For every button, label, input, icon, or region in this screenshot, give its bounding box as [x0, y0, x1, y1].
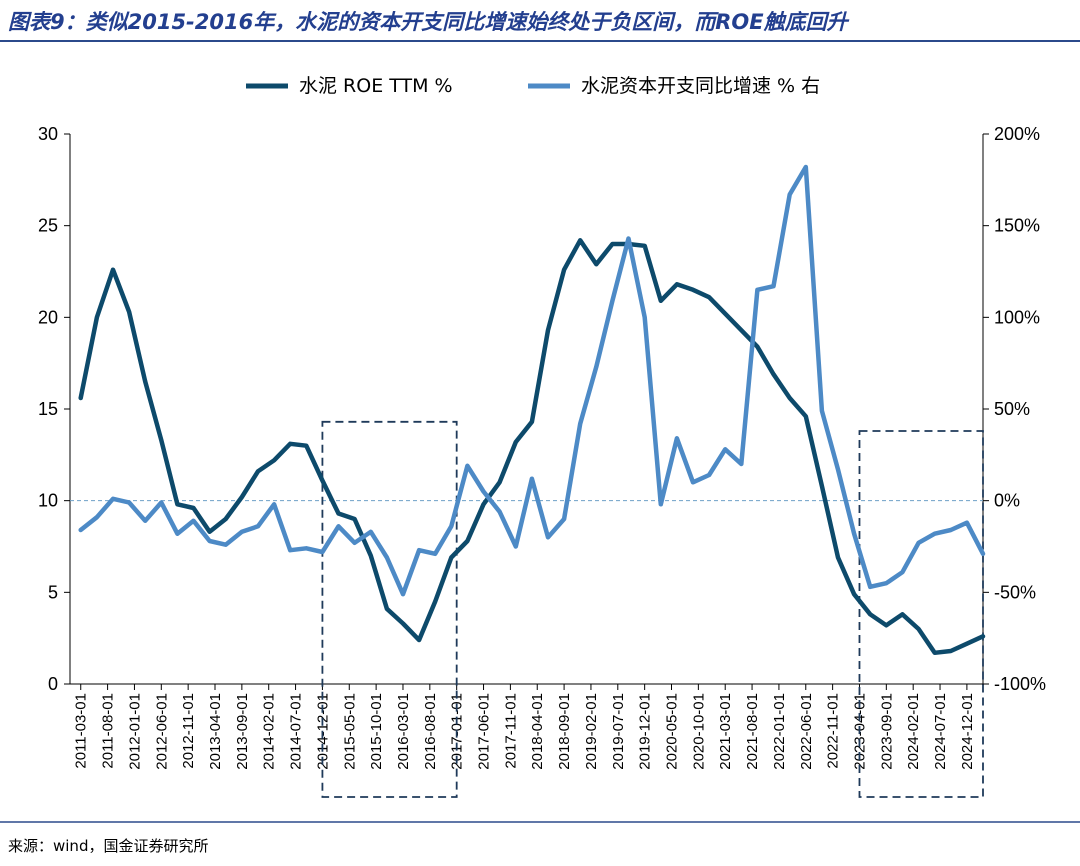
left-tick-label: 10: [38, 491, 58, 511]
chart-title: 图表9：类似2015-2016年，水泥的资本开支同比增速始终处于负区间，而ROE…: [8, 10, 850, 34]
right-tick-label: 150%: [994, 216, 1040, 236]
x-tick-label: 2021-03-01: [717, 693, 734, 770]
x-tick-label: 2023-09-01: [878, 693, 895, 770]
right-tick-label: 50%: [994, 399, 1030, 419]
legend-label-capex: 水泥资本开支同比增速 % 右: [581, 75, 820, 97]
x-tick-label: 2017-06-01: [476, 693, 493, 770]
highlight-box-1: [321, 420, 458, 798]
x-tick-label: 2015-05-01: [341, 693, 358, 770]
legend-label-roe: 水泥 ROE TTM %: [299, 75, 453, 97]
x-tick-label: 2015-10-01: [368, 693, 385, 770]
right-tick-label: 200%: [994, 124, 1040, 144]
x-tick-label: 2019-02-01: [583, 693, 600, 770]
x-tick-label: 2022-01-01: [771, 693, 788, 770]
x-tick-label: 2016-03-01: [395, 693, 412, 770]
x-tick-label: 2019-12-01: [637, 693, 654, 770]
x-tick-label: 2021-08-01: [744, 693, 761, 770]
x-tick-label: 2022-11-01: [825, 693, 842, 769]
series-line-roe: [78, 238, 986, 656]
right-tick-label: -50%: [994, 582, 1036, 602]
series-line-capex: [78, 164, 986, 597]
x-tick-label: 2024-07-01: [932, 693, 949, 770]
left-tick-label: 20: [38, 307, 58, 327]
right-tick-label: 100%: [994, 307, 1040, 327]
x-tick-label: 2019-07-01: [610, 693, 627, 770]
x-tick-label: 2018-09-01: [556, 693, 573, 770]
right-tick-label: 0%: [994, 491, 1020, 511]
plot-area: 0 5 10 15 20 25 30 -100% -50% 0% 50% 100% 150% 200% 20…: [38, 124, 1046, 798]
left-tick-label: 15: [38, 399, 58, 419]
highlight-box-2: [858, 430, 984, 798]
left-tick-label: 5: [48, 582, 58, 602]
x-tick-label: 2017-11-01: [502, 693, 519, 769]
source-note: 来源：wind，国金证券研究所: [8, 837, 208, 855]
x-tick-label: 2024-12-01: [959, 693, 976, 770]
x-tick-label: 2013-09-01: [234, 693, 251, 770]
right-tick-label: -100%: [994, 674, 1046, 694]
x-tick-label: 2016-08-01: [422, 693, 439, 770]
legend: 水泥 ROE TTM % 水泥资本开支同比增速 % 右: [246, 75, 820, 97]
left-tick-label: 30: [38, 124, 58, 144]
x-tick-label: 2020-10-01: [690, 693, 707, 770]
x-tick-label: 2014-02-01: [261, 693, 278, 770]
x-tick-label: 2014-07-01: [288, 693, 305, 770]
x-tick-label: 2022-06-01: [798, 693, 815, 770]
x-tick-label: 2020-05-01: [664, 693, 681, 770]
x-tick-label: 2011-08-01: [100, 693, 117, 769]
x-tick-label: 2024-02-01: [905, 693, 922, 770]
x-tick-label: 2013-04-01: [207, 693, 224, 770]
x-tick-label: 2012-06-01: [153, 693, 170, 770]
x-tick-label: 2018-04-01: [529, 693, 546, 770]
x-tick-label: 2011-03-01: [73, 693, 90, 769]
x-tick-label: 2012-01-01: [126, 693, 143, 770]
left-tick-label: 0: [48, 674, 58, 694]
left-tick-label: 25: [38, 216, 58, 236]
x-tick-label: 2012-11-01: [180, 693, 197, 769]
